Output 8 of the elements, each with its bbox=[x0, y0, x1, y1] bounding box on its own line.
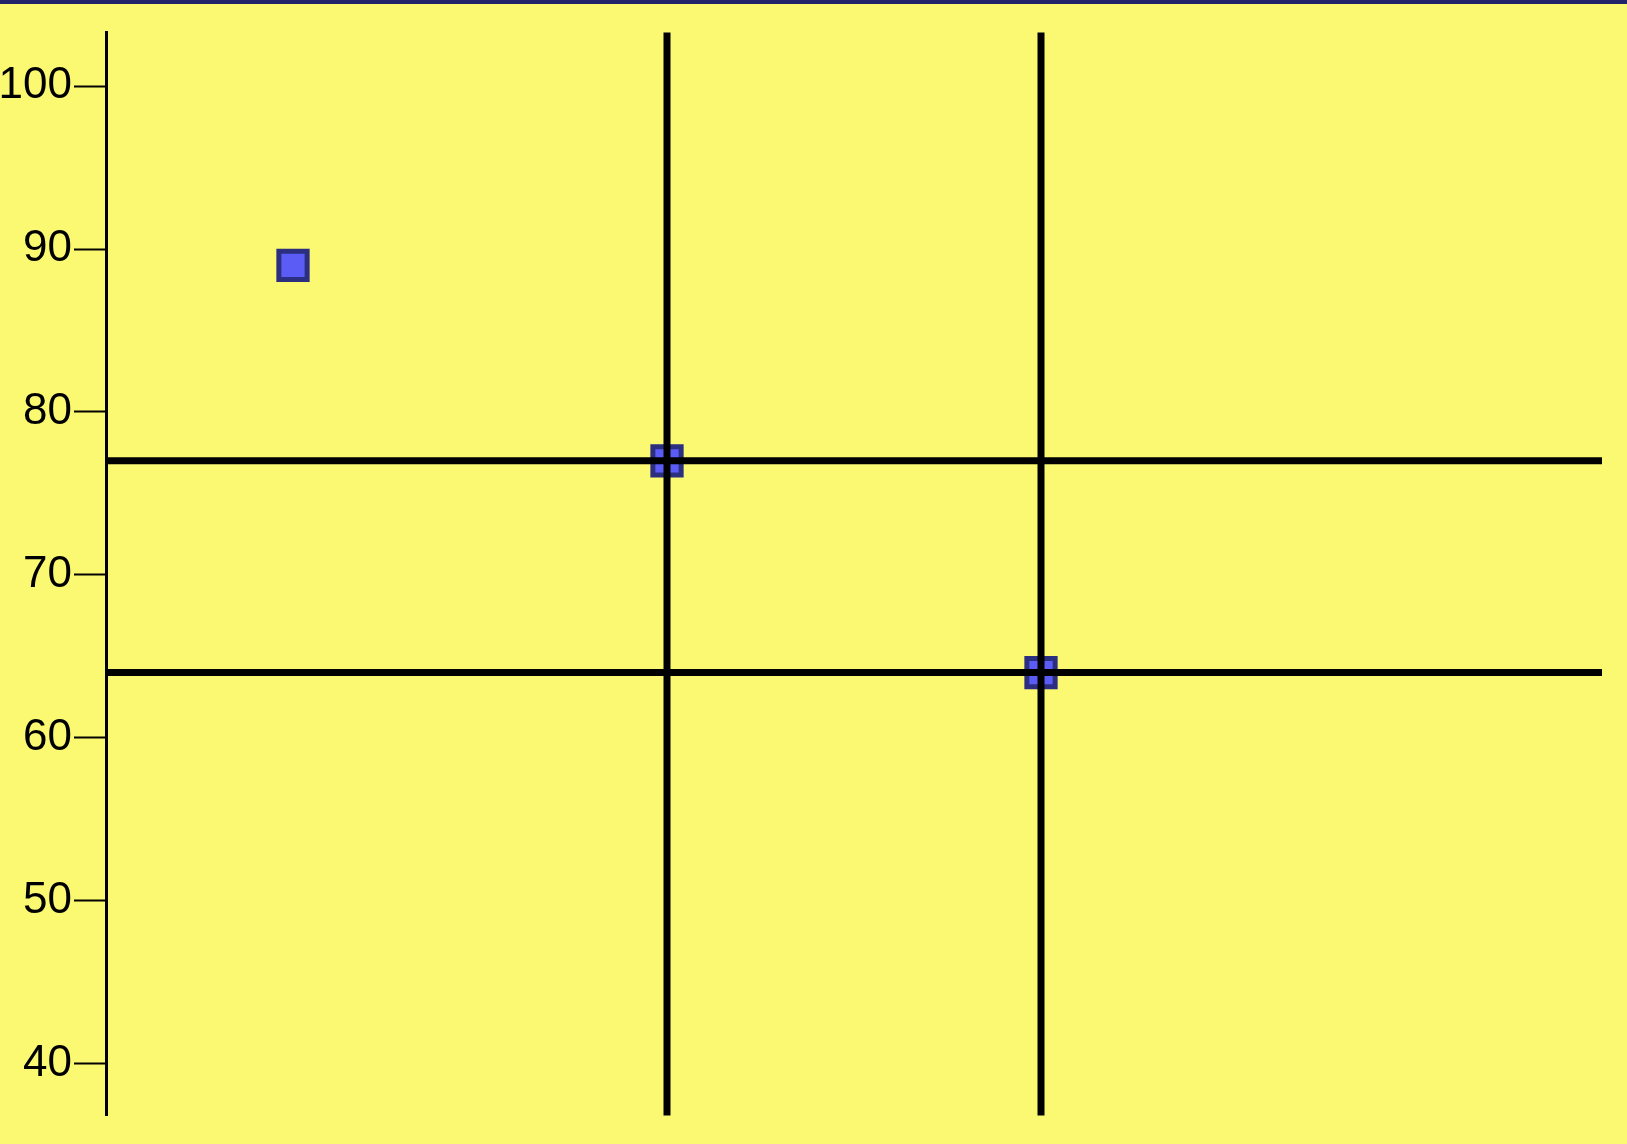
y-tick-label: 70 bbox=[23, 546, 72, 596]
y-tick-label: 80 bbox=[23, 384, 72, 434]
y-tick-label: 90 bbox=[23, 221, 72, 271]
y-tick-label: 60 bbox=[23, 709, 72, 759]
point bbox=[276, 248, 310, 282]
y-tick-label: 100 bbox=[0, 58, 72, 108]
y-tick-label: 40 bbox=[23, 1035, 72, 1085]
y-tick-label: 50 bbox=[23, 872, 72, 922]
